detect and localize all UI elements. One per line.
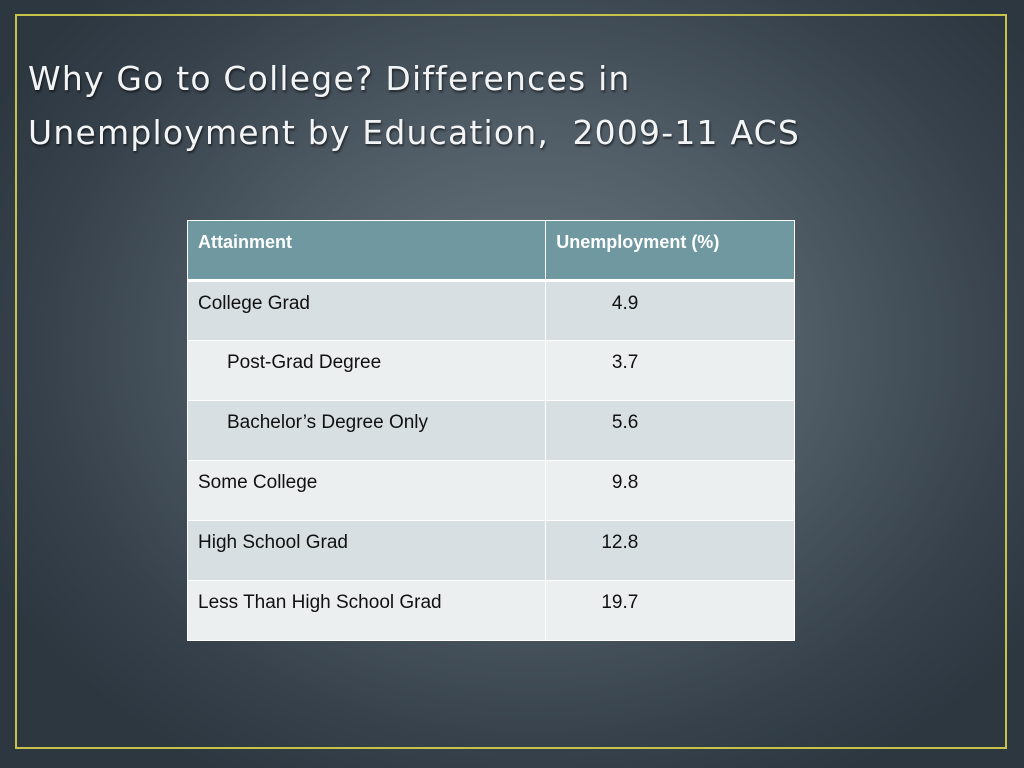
table-row: High School Grad 12.8 [186,520,795,581]
unemployment-value: 5.6 [611,412,639,433]
table-row: Bachelor’s Degree Only 5.6 [186,400,795,461]
unemployment-value: 4.9 [611,293,639,314]
unemployment-cell: 9.8 [545,460,795,521]
unemployment-value: 12.8 [601,532,639,553]
table-row: Some College 9.8 [186,460,795,521]
column-header-attainment: Attainment [186,220,547,282]
unemployment-value: 3.7 [611,352,639,373]
unemployment-value: 19.7 [601,592,639,613]
slide-frame-border [15,14,1007,749]
unemployment-table: Attainment Unemployment (%) College Grad… [186,220,795,641]
table-row: Post-Grad Degree 3.7 [186,340,795,401]
attainment-cell: High School Grad [186,520,547,581]
attainment-cell: Post-Grad Degree [186,340,547,401]
slide-title: Why Go to College? Differences in Unempl… [28,59,801,152]
unemployment-value: 9.8 [611,472,639,493]
table-row: College Grad 4.9 [186,280,795,341]
unemployment-cell: 12.8 [545,520,795,581]
unemployment-cell: 5.6 [545,400,795,461]
unemployment-cell: 3.7 [545,340,795,401]
attainment-cell: Bachelor’s Degree Only [186,400,547,461]
attainment-cell: Some College [186,460,547,521]
unemployment-cell: 19.7 [545,580,795,641]
attainment-cell: College Grad [186,280,547,341]
unemployment-cell: 4.9 [545,280,795,341]
table-header-row: Attainment Unemployment (%) [186,220,795,282]
attainment-cell: Less Than High School Grad [186,580,547,641]
column-header-unemployment: Unemployment (%) [545,220,795,282]
table-row: Less Than High School Grad 19.7 [186,580,795,641]
